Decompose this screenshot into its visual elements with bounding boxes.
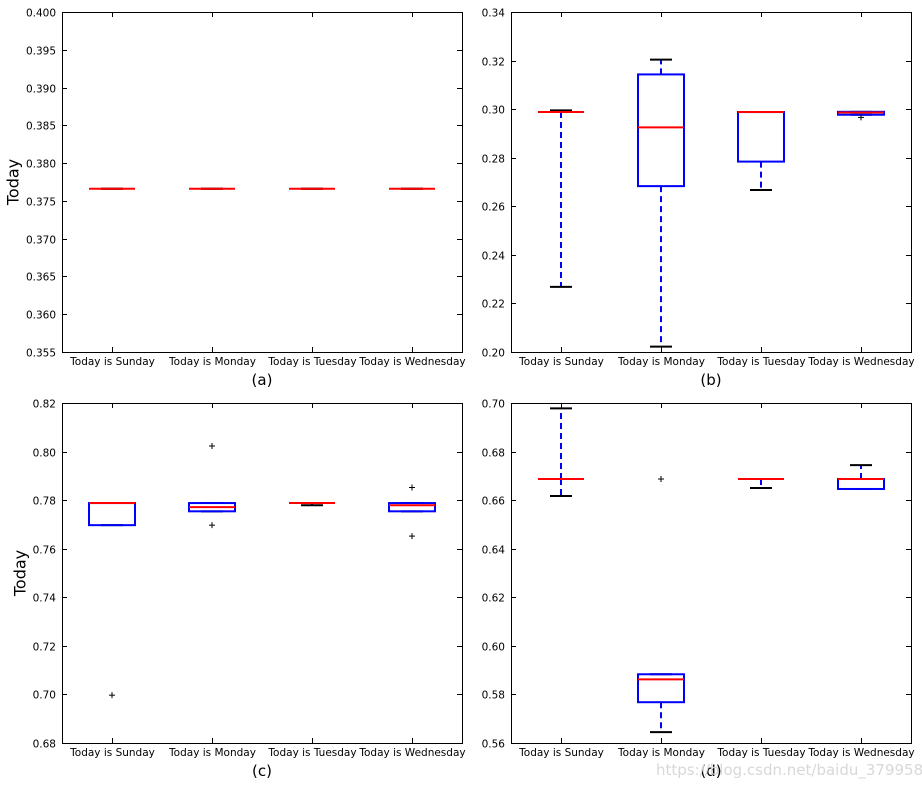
y-tick-label: 0.375	[26, 197, 56, 209]
panel-caption: (c)	[252, 762, 272, 780]
iqr-box	[637, 73, 685, 188]
watermark: https://blog.csdn.net/baidu_37995814	[656, 761, 922, 779]
y-tick-label: 0.370	[26, 235, 56, 247]
box-2	[188, 442, 236, 529]
box-2	[637, 58, 685, 348]
y-tick-label: 0.390	[26, 84, 56, 96]
y-tick-label: 0.26	[482, 202, 506, 214]
iqr-box	[88, 502, 136, 527]
panel-d: 0.56 0.58 0.60 0.62 0.64 0.66 0.68 0.70 Today is…	[482, 399, 915, 781]
y-tick-label: 0.385	[26, 121, 56, 133]
y-tick-label: 0.365	[26, 272, 56, 284]
iqr-box	[637, 673, 685, 704]
y-tick-label: 0.74	[33, 593, 57, 605]
x-tick-label: Today is Wednesday	[807, 747, 914, 759]
flier-marker	[858, 114, 864, 121]
x-tick-label: Today is Monday	[617, 356, 705, 368]
y-tick-label: 0.34	[482, 8, 506, 20]
iqr-box	[388, 502, 436, 513]
x-tick-label: Today is Monday	[617, 747, 705, 759]
y-tick-label: 0.78	[33, 496, 56, 508]
y-tick-label: 0.70	[482, 399, 505, 411]
iqr-box	[737, 111, 785, 163]
box-3	[738, 478, 784, 489]
y-tick-label: 0.82	[33, 399, 56, 411]
flier-marker	[109, 692, 115, 699]
box-3	[289, 502, 335, 507]
y-tick-label: 0.24	[482, 251, 506, 263]
y-tick-label: 0.60	[482, 642, 505, 654]
box-1	[538, 109, 584, 288]
y-tick-label: 0.32	[482, 57, 505, 69]
iqr-box	[837, 478, 885, 490]
x-tick-label: Today is Wednesday	[358, 356, 465, 368]
x-tick-label: Today is Wednesday	[807, 356, 914, 368]
x-tick-label: Today is Tuesday	[716, 747, 805, 759]
box-4	[388, 484, 436, 540]
box-4	[837, 464, 885, 490]
flier-marker	[209, 442, 215, 449]
y-tick-label: 0.76	[33, 545, 57, 557]
axes-frame	[511, 12, 912, 353]
x-tick-label: Today is Tuesday	[267, 747, 356, 759]
y-tick-label: 0.22	[482, 299, 505, 311]
y-tick-label: 0.62	[482, 593, 505, 605]
box-1	[538, 407, 584, 498]
x-tick-label: Today is Tuesday	[267, 356, 356, 368]
panel-c: 0.68 0.70 0.72 0.74 0.76 0.78 0.80 0.82 Today is…	[11, 399, 466, 781]
flier-marker	[209, 522, 215, 529]
y-tick-label: 0.395	[26, 46, 56, 58]
flier-marker	[409, 484, 415, 491]
y-axis-label: Today	[4, 159, 23, 206]
panel-caption: (a)	[252, 371, 273, 389]
y-tick-label: 0.66	[482, 496, 506, 508]
flier-marker	[409, 533, 415, 540]
axes-frame	[511, 403, 912, 744]
y-tick-label: 0.56	[482, 739, 506, 751]
y-axis-label: Today	[11, 550, 30, 597]
y-tick-label: 0.20	[482, 348, 505, 360]
panel-a: 0.355 0.360 0.365 0.370 0.375 0.380 0.385 0.390…	[4, 8, 466, 390]
panel-caption: (d)	[700, 762, 721, 780]
x-tick-label: Today is Wednesday	[358, 747, 465, 759]
y-tick-label: 0.72	[33, 642, 56, 654]
y-tick-label: 0.360	[26, 310, 56, 322]
box-2	[637, 476, 685, 734]
y-tick-label: 0.68	[482, 448, 505, 460]
y-tick-label: 0.400	[26, 8, 56, 20]
y-tick-label: 0.355	[26, 348, 56, 360]
x-tick-label: Today is Sunday	[518, 356, 604, 368]
x-tick-label: Today is Sunday	[69, 356, 155, 368]
y-tick-label: 0.28	[482, 154, 505, 166]
box-3	[737, 111, 785, 192]
y-tick-label: 0.380	[26, 159, 56, 171]
panel-caption: (b)	[700, 371, 721, 389]
x-tick-label: Today is Monday	[168, 747, 256, 759]
y-tick-label: 0.30	[482, 105, 505, 117]
panel-b: 0.20 0.22 0.24 0.26 0.28 0.30 0.32 0.34 Today is…	[482, 8, 915, 390]
y-tick-label: 0.70	[33, 690, 56, 702]
x-tick-label: Today is Tuesday	[716, 356, 805, 368]
y-tick-label: 0.64	[482, 545, 506, 557]
y-tick-label: 0.80	[33, 448, 56, 460]
y-tick-label: 0.68	[33, 739, 56, 751]
x-tick-label: Today is Monday	[168, 356, 256, 368]
axes-frame	[62, 12, 463, 353]
box-4	[837, 110, 885, 121]
x-tick-label: Today is Sunday	[518, 747, 604, 759]
box-1	[88, 502, 136, 699]
y-tick-label: 0.58	[482, 690, 505, 702]
flier-marker	[658, 476, 664, 483]
x-tick-label: Today is Sunday	[69, 747, 155, 759]
axes-frame	[62, 403, 463, 744]
